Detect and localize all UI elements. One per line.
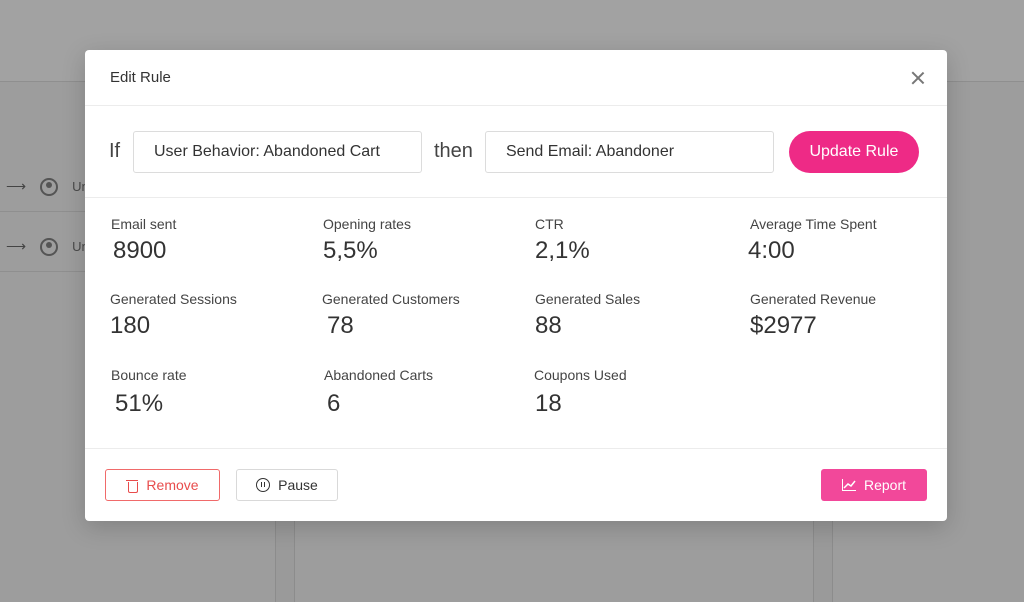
stat-label: CTR <box>535 216 564 232</box>
stat-generated-sessions: Generated Sessions 180 <box>110 291 237 340</box>
stat-label: Generated Customers <box>322 291 460 307</box>
stat-value: 6 <box>327 390 341 417</box>
stat-label: Email sent <box>111 216 177 232</box>
stat-label: Generated Revenue <box>750 291 877 307</box>
user-circle-icon <box>40 237 59 256</box>
pause-button[interactable]: Pause <box>236 469 338 501</box>
stat-ctr: CTR 2,1% <box>535 216 590 265</box>
report-label: Report <box>863 477 907 493</box>
remove-label: Remove <box>146 477 199 493</box>
edit-rule-modal: Edit Rule If then Update Rule Email sent… <box>85 50 947 521</box>
stat-label: Generated Sessions <box>110 291 237 307</box>
chart-icon <box>841 479 856 491</box>
stat-label: Abandoned Carts <box>324 367 433 383</box>
stat-label: Average Time Spent <box>750 216 877 232</box>
stat-generated-customers: Generated Customers 78 <box>322 291 460 340</box>
stat-abandoned-carts: Abandoned Carts 6 <box>324 367 433 418</box>
stat-email-sent: Email sent 8900 <box>111 216 176 265</box>
stats-grid: Email sent 8900 Opening rates 5,5% CTR 2… <box>85 198 947 449</box>
stat-label: Opening rates <box>323 216 411 232</box>
stat-value: 18 <box>535 390 562 417</box>
stat-value: 180 <box>110 312 151 339</box>
pause-icon <box>256 478 271 492</box>
trash-icon <box>126 479 139 493</box>
stat-label: Bounce rate <box>111 367 187 383</box>
report-button[interactable]: Report <box>821 469 927 501</box>
stat-label: Coupons Used <box>534 367 627 383</box>
if-label: If <box>109 140 121 162</box>
background-rule-row: ⟶ Unr <box>0 162 100 212</box>
stat-label: Generated Sales <box>535 291 641 307</box>
action-input[interactable] <box>484 130 774 173</box>
stat-average-time-spent: Average Time Spent 4:00 <box>748 216 877 265</box>
stat-value: 4:00 <box>748 237 795 264</box>
then-label: then <box>434 140 473 162</box>
stat-value: 51% <box>115 390 164 417</box>
modal-header: Edit Rule <box>85 50 947 106</box>
stat-coupons-used: Coupons Used 18 <box>534 367 627 418</box>
stat-value: 2,1% <box>535 237 590 264</box>
stat-generated-revenue: Generated Revenue $2977 <box>750 291 876 340</box>
stat-value: $2977 <box>750 312 817 339</box>
pause-label: Pause <box>278 477 318 493</box>
stat-value: 78 <box>327 312 354 339</box>
stat-value: 88 <box>535 312 562 339</box>
modal-title: Edit Rule <box>110 69 171 86</box>
remove-button[interactable]: Remove <box>105 469 220 501</box>
stat-value: 5,5% <box>323 237 378 264</box>
update-rule-button[interactable]: Update Rule <box>788 130 919 173</box>
arrow-icon: ⟶ <box>6 178 27 194</box>
condition-input[interactable] <box>133 130 422 173</box>
stat-opening-rates: Opening rates 5,5% <box>323 216 411 265</box>
close-icon[interactable] <box>909 69 927 87</box>
stat-value: 8900 <box>113 237 167 264</box>
modal-footer: Remove Pause Report <box>85 450 947 521</box>
user-circle-icon <box>40 177 59 196</box>
arrow-icon: ⟶ <box>6 238 27 254</box>
stat-bounce-rate: Bounce rate 51% <box>111 367 187 418</box>
rule-editor: If then Update Rule <box>85 106 947 198</box>
stat-generated-sales: Generated Sales 88 <box>535 291 640 340</box>
